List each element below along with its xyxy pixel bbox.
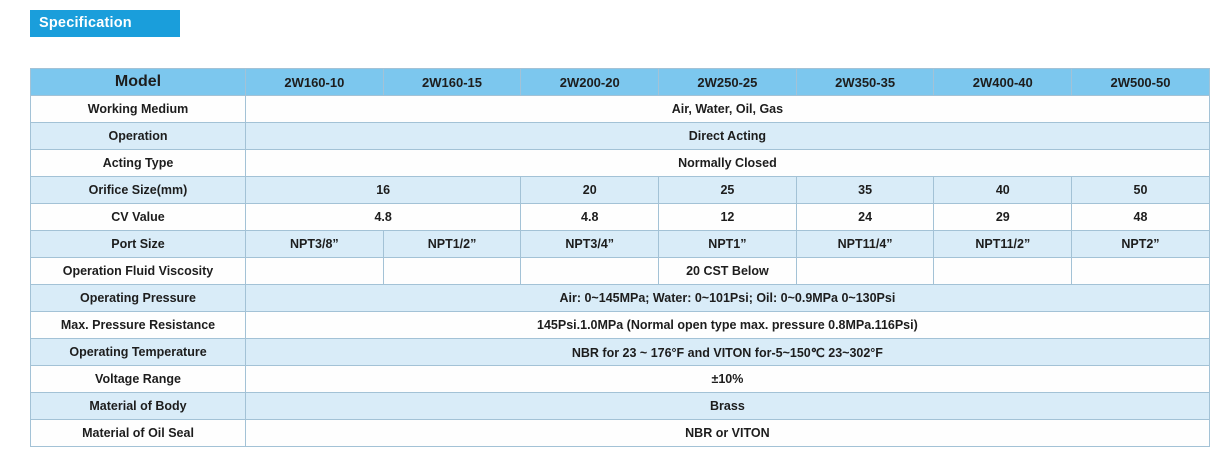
column-header-model-number: 2W250-25	[658, 68, 797, 96]
cell-value: NPT1”	[658, 230, 797, 258]
row-label: Material of Body	[30, 392, 246, 420]
row-label: Port Size	[30, 230, 246, 258]
table-row-voltage-range: Voltage Range ±10%	[30, 365, 1210, 393]
row-label: Orifice Size(mm)	[30, 176, 246, 204]
specification-table: Model 2W160-10 2W160-15 2W200-20 2W250-2…	[30, 68, 1210, 447]
cell-value: 20 CST Below	[658, 257, 797, 285]
cell-value: 4.8	[244, 203, 522, 231]
row-label: Max. Pressure Resistance	[30, 311, 246, 339]
section-title-badge: Specification	[30, 10, 180, 37]
column-header-model-number: 2W350-35	[795, 68, 935, 96]
cell-value: NPT1/2”	[382, 230, 522, 258]
row-label: Working Medium	[30, 95, 246, 123]
row-label: Operation Fluid Viscosity	[30, 257, 246, 285]
table-row-material-of-oil-seal: Material of Oil Seal NBR or VITON	[30, 419, 1210, 447]
table-row-max-pressure-resistance: Max. Pressure Resistance 145Psi.1.0MPa (…	[30, 311, 1210, 339]
header-row: Model 2W160-10 2W160-15 2W200-20 2W250-2…	[30, 68, 1210, 96]
cell-value: Brass	[245, 392, 1210, 420]
table-row-working-medium: Working Medium Air, Water, Oil, Gas	[30, 95, 1210, 123]
cell-value: NBR or VITON	[245, 419, 1210, 447]
row-label: Acting Type	[30, 149, 246, 177]
table-row-cv-value: CV Value 4.8 4.8 12 24 29 48	[30, 203, 1210, 231]
cell-value	[245, 257, 384, 285]
row-label: CV Value	[30, 203, 246, 231]
cell-value: 50	[1071, 176, 1210, 204]
column-header-model-number: 2W500-50	[1071, 68, 1210, 96]
column-header-model-number: 2W160-10	[245, 68, 384, 96]
cell-value: 29	[933, 203, 1073, 231]
cell-value: 24	[795, 203, 935, 231]
cell-value	[520, 257, 660, 285]
table-row-orifice-size: Orifice Size(mm) 16 20 25 35 40 50	[30, 176, 1210, 204]
cell-value: NPT2”	[1071, 230, 1210, 258]
table-row-acting-type: Acting Type Normally Closed	[30, 149, 1210, 177]
table-row-operation: Operation Direct Acting	[30, 122, 1210, 150]
table-row-port-size: Port Size NPT3/8” NPT1/2” NPT3/4” NPT1” …	[30, 230, 1210, 258]
row-label: Operation	[30, 122, 246, 150]
column-header-model: Model	[30, 68, 246, 96]
column-header-model-number: 2W160-15	[382, 68, 522, 96]
column-header-model-number: 2W200-20	[520, 68, 660, 96]
table-row-operating-pressure: Operating Pressure Air: 0~145MPa; Water:…	[30, 284, 1210, 312]
cell-value: Air, Water, Oil, Gas	[245, 95, 1210, 123]
row-label: Operating Pressure	[30, 284, 246, 312]
table-row-operation-fluid-viscosity: Operation Fluid Viscosity 20 CST Below	[30, 257, 1210, 285]
row-label: Operating Temperature	[30, 338, 246, 366]
cell-value: NPT11/4”	[795, 230, 935, 258]
cell-value: NPT11/2”	[933, 230, 1073, 258]
cell-value	[1071, 257, 1210, 285]
cell-value	[382, 257, 522, 285]
cell-value: 48	[1071, 203, 1210, 231]
cell-value: Air: 0~145MPa; Water: 0~101Psi; Oil: 0~0…	[245, 284, 1210, 312]
row-label: Voltage Range	[30, 365, 246, 393]
cell-value: 35	[795, 176, 935, 204]
cell-value: 4.8	[520, 203, 660, 231]
column-header-model-number: 2W400-40	[933, 68, 1073, 96]
cell-value: Normally Closed	[245, 149, 1210, 177]
cell-value: ±10%	[245, 365, 1210, 393]
cell-value: 12	[658, 203, 797, 231]
row-label: Material of Oil Seal	[30, 419, 246, 447]
cell-value: 16	[244, 176, 522, 204]
table-row-material-of-body: Material of Body Brass	[30, 392, 1210, 420]
cell-value: Direct Acting	[245, 122, 1210, 150]
cell-value	[795, 257, 935, 285]
cell-value: NPT3/8”	[245, 230, 384, 258]
table-row-operating-temperature: Operating Temperature NBR for 23 ~ 176°F…	[30, 338, 1210, 366]
cell-value: 20	[520, 176, 660, 204]
cell-value	[933, 257, 1073, 285]
cell-value: NPT3/4”	[520, 230, 660, 258]
cell-value: 145Psi.1.0MPa (Normal open type max. pre…	[245, 311, 1210, 339]
cell-value: 40	[933, 176, 1073, 204]
cell-value: NBR for 23 ~ 176°F and VITON for-5~150℃ …	[245, 338, 1210, 366]
cell-value: 25	[658, 176, 797, 204]
